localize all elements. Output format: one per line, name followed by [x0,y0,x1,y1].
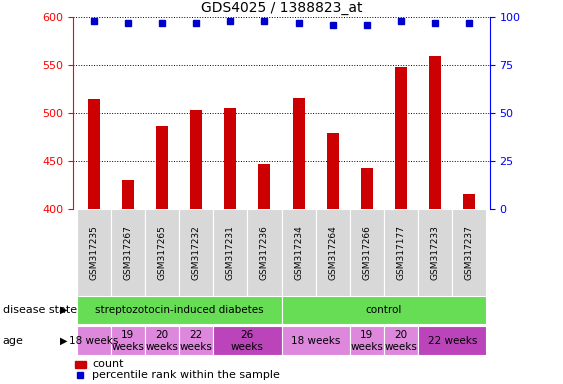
Bar [179,326,213,355]
Text: streptozotocin-induced diabetes: streptozotocin-induced diabetes [95,305,263,315]
Text: GSM317233: GSM317233 [431,225,440,280]
Text: 26
weeks: 26 weeks [231,330,264,352]
Bar [282,296,486,324]
Text: GSM317232: GSM317232 [191,225,200,280]
Text: count: count [92,359,123,369]
Text: 18 weeks: 18 weeks [291,336,341,346]
Text: percentile rank within the sample: percentile rank within the sample [92,369,280,380]
Bar [224,108,236,384]
Bar [282,326,350,355]
Bar [384,209,418,296]
Text: 20
weeks: 20 weeks [385,330,417,352]
Bar [111,326,145,355]
Text: GSM317266: GSM317266 [363,225,372,280]
Text: 22
weeks: 22 weeks [180,330,213,352]
Bar [418,326,486,355]
Bar [213,326,282,355]
Text: GSM317235: GSM317235 [89,225,98,280]
Bar [429,56,441,384]
Bar [88,99,100,384]
Bar [452,209,486,296]
Bar [463,194,475,384]
Text: 22 weeks: 22 weeks [427,336,477,346]
Bar [395,67,407,384]
Bar [384,326,418,355]
Text: GSM317264: GSM317264 [328,225,337,280]
Bar [350,326,384,355]
Text: GSM317231: GSM317231 [226,225,235,280]
Bar [145,326,179,355]
Bar [258,164,270,384]
Title: GDS4025 / 1388823_at: GDS4025 / 1388823_at [201,1,362,15]
Text: ▶: ▶ [60,336,68,346]
Bar [213,209,247,296]
Text: 20
weeks: 20 weeks [146,330,178,352]
Bar [361,168,373,384]
Text: GSM317267: GSM317267 [123,225,132,280]
Text: GSM317265: GSM317265 [158,225,167,280]
Bar [327,134,339,384]
Bar [122,180,134,384]
Bar [77,326,111,355]
Bar [75,361,86,368]
Bar [77,209,111,296]
Text: 18 weeks: 18 weeks [69,336,118,346]
Text: ▶: ▶ [60,305,68,315]
Bar [145,209,179,296]
Bar [156,126,168,384]
Text: 19
weeks: 19 weeks [350,330,383,352]
Text: 19
weeks: 19 weeks [111,330,144,352]
Bar [282,209,316,296]
Bar [316,209,350,296]
Bar [77,296,282,324]
Bar [190,111,202,384]
Bar [293,98,305,384]
Text: GSM317177: GSM317177 [396,225,405,280]
Text: age: age [3,336,24,346]
Text: GSM317236: GSM317236 [260,225,269,280]
Text: GSM317237: GSM317237 [465,225,474,280]
Bar [247,209,282,296]
Bar [418,209,452,296]
Bar [111,209,145,296]
Text: disease state: disease state [3,305,77,315]
Text: control: control [366,305,402,315]
Bar [179,209,213,296]
Text: GSM317234: GSM317234 [294,225,303,280]
Bar [350,209,384,296]
